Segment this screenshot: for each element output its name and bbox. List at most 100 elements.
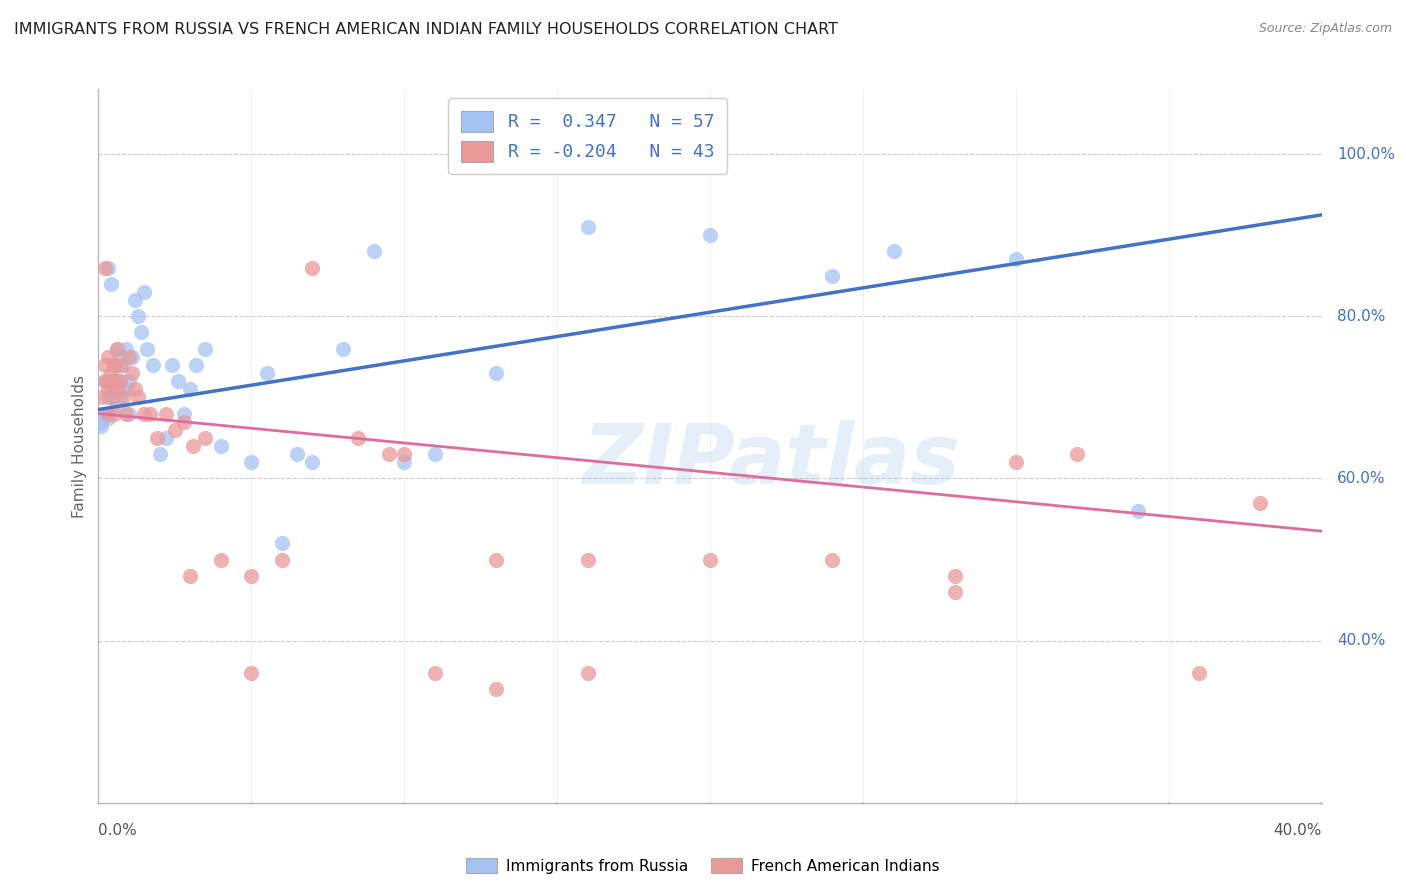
Point xyxy=(270,536,292,550)
Point xyxy=(155,431,177,445)
Point xyxy=(124,293,146,307)
Point xyxy=(100,277,122,291)
Point xyxy=(108,358,131,372)
Point xyxy=(821,552,844,566)
Point xyxy=(111,382,134,396)
Point xyxy=(485,366,508,380)
Point xyxy=(194,431,217,445)
Point xyxy=(105,382,128,396)
Point xyxy=(97,390,120,404)
Point xyxy=(105,374,128,388)
Point xyxy=(108,350,131,364)
Point xyxy=(179,568,201,582)
Point xyxy=(1004,455,1026,469)
Point xyxy=(100,382,122,396)
Point xyxy=(186,358,208,372)
Point xyxy=(90,390,112,404)
Point xyxy=(1128,504,1150,518)
Point xyxy=(97,410,120,425)
Point xyxy=(134,407,156,421)
Point xyxy=(134,285,156,299)
Point xyxy=(699,552,721,566)
Point xyxy=(118,350,141,364)
Point xyxy=(240,568,263,582)
Point xyxy=(115,342,138,356)
Point xyxy=(576,220,599,235)
Point xyxy=(118,374,141,388)
Point xyxy=(121,350,143,364)
Point xyxy=(127,310,149,324)
Point xyxy=(301,455,323,469)
Point xyxy=(103,358,125,372)
Text: 100.0%: 100.0% xyxy=(1337,146,1395,161)
Point xyxy=(943,568,966,582)
Legend: Immigrants from Russia, French American Indians: Immigrants from Russia, French American … xyxy=(460,852,946,880)
Point xyxy=(93,374,115,388)
Point xyxy=(179,382,201,396)
Point xyxy=(883,244,905,259)
Point xyxy=(485,682,508,697)
Point xyxy=(332,342,354,356)
Point xyxy=(240,455,263,469)
Point xyxy=(1249,496,1271,510)
Point xyxy=(699,228,721,243)
Point xyxy=(173,415,195,429)
Point xyxy=(100,366,122,380)
Point xyxy=(423,666,446,681)
Point xyxy=(149,447,172,461)
Point xyxy=(111,390,134,404)
Point xyxy=(108,390,131,404)
Point xyxy=(270,552,292,566)
Point xyxy=(105,399,128,413)
Text: 40.0%: 40.0% xyxy=(1274,823,1322,838)
Point xyxy=(103,374,125,388)
Point xyxy=(97,260,120,275)
Point xyxy=(93,358,115,372)
Point xyxy=(181,439,204,453)
Point xyxy=(93,407,115,421)
Point xyxy=(97,407,120,421)
Point xyxy=(285,447,308,461)
Point xyxy=(392,455,416,469)
Point xyxy=(121,366,143,380)
Point xyxy=(167,374,190,388)
Point xyxy=(301,260,323,275)
Point xyxy=(93,374,115,388)
Point xyxy=(943,585,966,599)
Text: ZIPatlas: ZIPatlas xyxy=(582,420,960,500)
Point xyxy=(1004,252,1026,267)
Point xyxy=(485,552,508,566)
Point xyxy=(378,447,401,461)
Point xyxy=(103,390,125,404)
Text: IMMIGRANTS FROM RUSSIA VS FRENCH AMERICAN INDIAN FAMILY HOUSEHOLDS CORRELATION C: IMMIGRANTS FROM RUSSIA VS FRENCH AMERICA… xyxy=(14,22,838,37)
Point xyxy=(100,390,122,404)
Text: 60.0%: 60.0% xyxy=(1337,471,1385,486)
Point xyxy=(118,407,141,421)
Point xyxy=(209,552,232,566)
Point xyxy=(129,326,152,340)
Point xyxy=(392,447,416,461)
Text: Source: ZipAtlas.com: Source: ZipAtlas.com xyxy=(1258,22,1392,36)
Point xyxy=(163,423,186,437)
Point xyxy=(115,382,138,396)
Point xyxy=(576,666,599,681)
Text: 40.0%: 40.0% xyxy=(1337,633,1385,648)
Point xyxy=(111,358,134,372)
Text: 0.0%: 0.0% xyxy=(98,823,138,838)
Point xyxy=(155,407,177,421)
Point xyxy=(103,358,125,372)
Point xyxy=(1188,666,1211,681)
Point xyxy=(108,374,131,388)
Point xyxy=(821,268,844,283)
Legend: R =  0.347   N = 57, R = -0.204   N = 43: R = 0.347 N = 57, R = -0.204 N = 43 xyxy=(449,98,727,174)
Point xyxy=(194,342,217,356)
Point xyxy=(139,407,162,421)
Point xyxy=(347,431,370,445)
Point xyxy=(160,358,183,372)
Point xyxy=(576,552,599,566)
Point xyxy=(423,447,446,461)
Point xyxy=(1066,447,1088,461)
Point xyxy=(97,374,120,388)
Point xyxy=(173,407,195,421)
Point xyxy=(136,342,159,356)
